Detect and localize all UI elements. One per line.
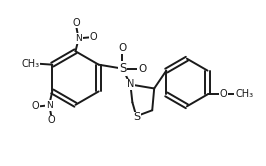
Text: S: S bbox=[133, 112, 140, 122]
Text: N: N bbox=[127, 80, 134, 89]
Text: N: N bbox=[46, 101, 53, 110]
Text: O: O bbox=[32, 101, 39, 111]
Text: CH₃: CH₃ bbox=[22, 59, 40, 69]
Text: O: O bbox=[48, 115, 55, 125]
Text: O: O bbox=[73, 17, 80, 28]
Text: O: O bbox=[138, 64, 146, 74]
Text: N: N bbox=[75, 34, 82, 43]
Text: O: O bbox=[118, 43, 127, 53]
Text: S: S bbox=[119, 62, 126, 75]
Text: O: O bbox=[90, 32, 97, 42]
Text: CH₃: CH₃ bbox=[235, 89, 253, 99]
Text: O: O bbox=[220, 89, 227, 99]
